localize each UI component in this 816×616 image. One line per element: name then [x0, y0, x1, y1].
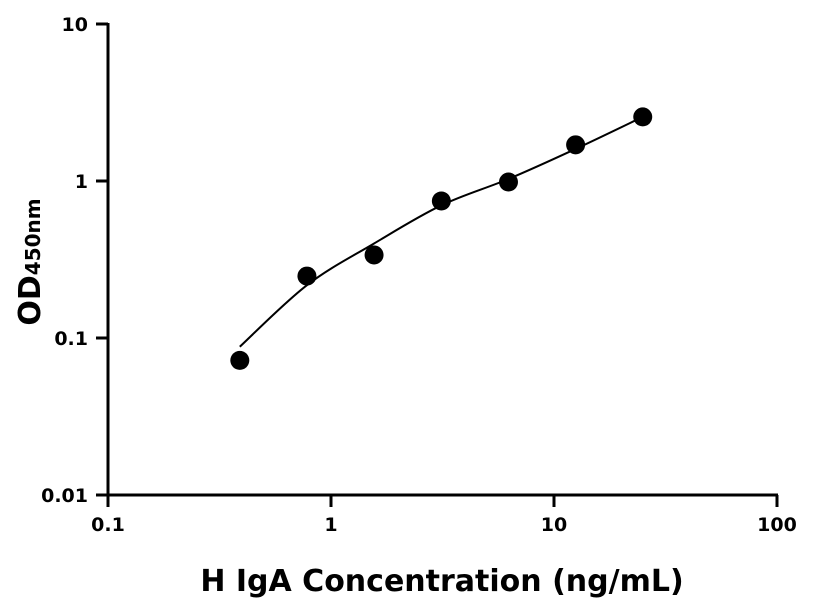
- data-point: [431, 191, 451, 211]
- y-tick-label: 0.1: [54, 328, 88, 350]
- data-point: [364, 245, 384, 265]
- y-tick-label: 0.01: [41, 485, 88, 507]
- data-point: [498, 172, 518, 192]
- x-axis-label: H IgA Concentration (ng/mL): [200, 564, 683, 599]
- data-point: [566, 135, 586, 155]
- data-point: [230, 350, 250, 370]
- y-tick-label: 10: [62, 14, 88, 36]
- y-tick-label: 1: [75, 171, 88, 193]
- data-point: [297, 266, 317, 286]
- y-axis-label-main: OD: [13, 275, 48, 325]
- x-tick-label: 0.1: [91, 514, 125, 536]
- y-axis-label: OD450nm: [13, 198, 48, 325]
- data-point: [633, 107, 653, 127]
- x-tick-label: 100: [757, 514, 797, 536]
- x-tick-label: 1: [324, 514, 337, 536]
- x-tick-label: 10: [541, 514, 567, 536]
- y-axis-label-subscript: 450nm: [21, 198, 45, 275]
